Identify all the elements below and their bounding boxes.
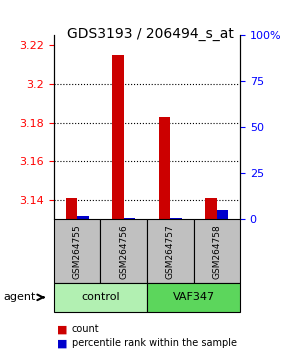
Text: control: control	[81, 292, 120, 302]
Text: GSM264756: GSM264756	[119, 224, 128, 279]
Bar	[77, 216, 89, 219]
Bar	[66, 198, 77, 219]
Text: GSM264758: GSM264758	[212, 224, 221, 279]
Text: agent: agent	[3, 292, 35, 302]
Bar	[217, 210, 228, 219]
Text: GSM264757: GSM264757	[166, 224, 175, 279]
Text: GSM264755: GSM264755	[73, 224, 82, 279]
Bar	[205, 198, 217, 219]
Text: count: count	[72, 324, 100, 334]
Bar	[159, 117, 170, 219]
Text: percentile rank within the sample: percentile rank within the sample	[72, 338, 237, 348]
Bar	[112, 55, 124, 219]
Text: ■: ■	[57, 338, 68, 348]
Text: GDS3193 / 206494_s_at: GDS3193 / 206494_s_at	[67, 27, 233, 41]
Bar	[170, 218, 182, 219]
Bar	[124, 218, 135, 219]
Text: ■: ■	[57, 324, 68, 334]
Text: VAF347: VAF347	[172, 292, 214, 302]
